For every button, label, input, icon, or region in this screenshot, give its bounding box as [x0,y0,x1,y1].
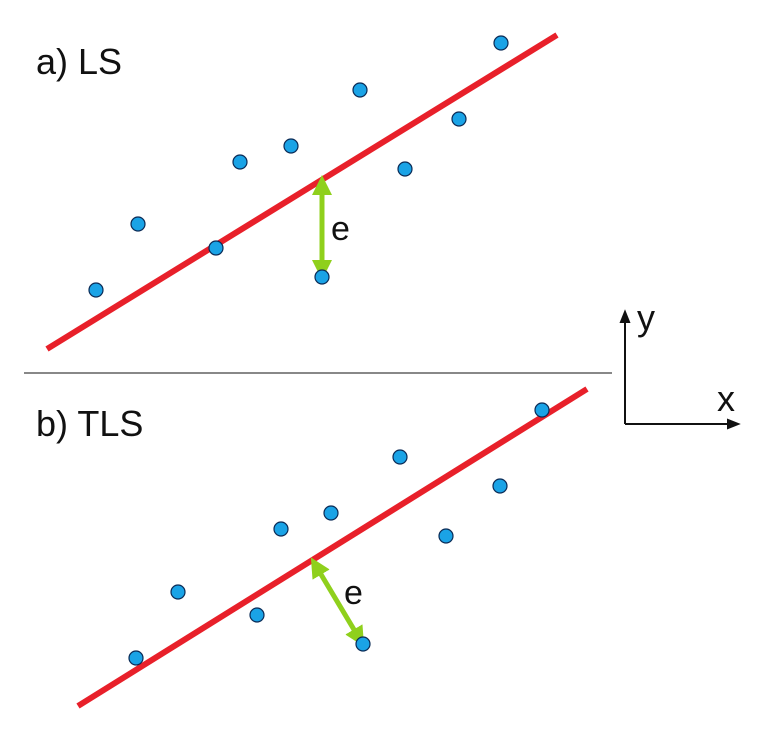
tls-point [249,607,265,623]
tls-residual-label: e [344,574,363,612]
ls-fit-line [45,32,559,352]
x-axis-label: x [717,378,735,419]
ls-point [493,35,509,51]
ls-point [88,282,104,298]
y-axis-label: y [637,297,655,338]
panel-tls-title: b) TLS [36,403,143,444]
tls-point [128,650,144,666]
ls-point [314,269,330,285]
tls-residual-arrow [310,557,365,647]
panel-ls-title: a) LS [36,41,122,82]
tls-point [355,636,371,652]
panel-tls: b) TLS e [36,386,589,709]
ls-point [283,138,299,154]
tls-point [273,521,289,537]
ls-point [451,111,467,127]
ls-residual-label: e [331,210,350,248]
ls-point [208,240,224,256]
ls-point [397,161,413,177]
ls-point [232,154,248,170]
ls-data-points [88,35,509,298]
panel-ls: a) LS e [36,32,559,352]
tls-point [534,402,550,418]
ls-point [130,216,146,232]
tls-fit-line [76,386,589,709]
tls-point [438,528,454,544]
tls-point [170,584,186,600]
tls-point [392,449,408,465]
tls-point [323,505,339,521]
ls-point [352,82,368,98]
tls-point [492,478,508,494]
axes-indicator: y x [619,297,741,430]
tls-data-points [128,402,550,666]
